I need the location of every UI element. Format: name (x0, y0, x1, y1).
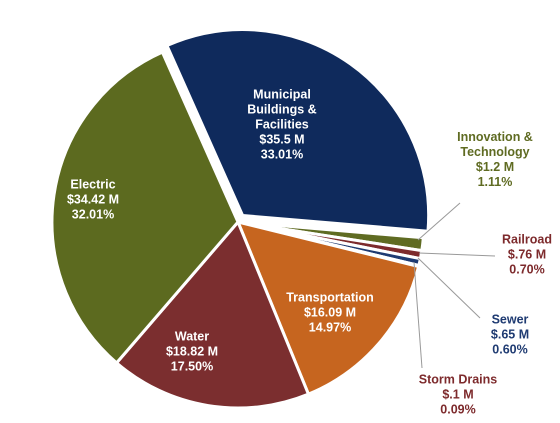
leader-lines (413, 202, 496, 369)
slice-label: Innovation & Technology $1.2 M 1.11% (440, 130, 550, 190)
category-label: Innovation & Technology (457, 130, 533, 159)
leader-line (417, 202, 461, 241)
pie-slice (165, 27, 431, 233)
percent-label: 17.50% (170, 359, 214, 374)
percent-label: 0.70% (509, 262, 545, 277)
percent-label: 14.97% (308, 320, 352, 335)
amount-label: $.65 M (490, 327, 530, 342)
category-label: Storm Drains (418, 372, 498, 387)
slice-label: Electric $34.42 M 32.01% (48, 178, 138, 223)
percent-label: 33.01% (260, 147, 304, 162)
amount-label: $16.09 M (303, 305, 357, 320)
leader-line (413, 261, 423, 369)
percent-label: 32.01% (71, 207, 115, 222)
slice-label: Storm Drains $.1 M 0.09% (403, 373, 513, 418)
slice-label: Railroad $.76 M 0.70% (487, 233, 560, 278)
category-label: Railroad (501, 232, 552, 247)
pie-slice (235, 219, 421, 397)
amount-label: $18.82 M (165, 344, 219, 359)
slice-label: Transportation $16.09 M 14.97% (275, 291, 385, 336)
slice-label: Sewer $.65 M 0.60% (470, 313, 550, 358)
percent-label: 0.60% (492, 342, 528, 357)
category-label: Municipal Buildings & Facilities (247, 87, 317, 132)
slice-label: Water $18.82 M 17.50% (147, 330, 237, 375)
percent-label: 0.09% (440, 402, 476, 417)
amount-label: $35.5 M (259, 132, 305, 147)
percent-label: 1.11% (477, 175, 513, 189)
amount-label: $.76 M (507, 247, 547, 262)
amount-label: $1.2 M (475, 160, 515, 174)
amount-label: $34.42 M (66, 192, 120, 207)
category-label: Transportation (286, 290, 374, 305)
category-label: Water (174, 329, 210, 344)
leader-line (417, 257, 481, 319)
amount-label: $.1 M (442, 387, 474, 402)
pie-slice (114, 219, 311, 410)
pie-slice (50, 50, 240, 366)
category-label: Sewer (491, 312, 529, 327)
slices (50, 27, 431, 410)
leader-line (418, 252, 496, 257)
category-label: Electric (70, 177, 116, 192)
